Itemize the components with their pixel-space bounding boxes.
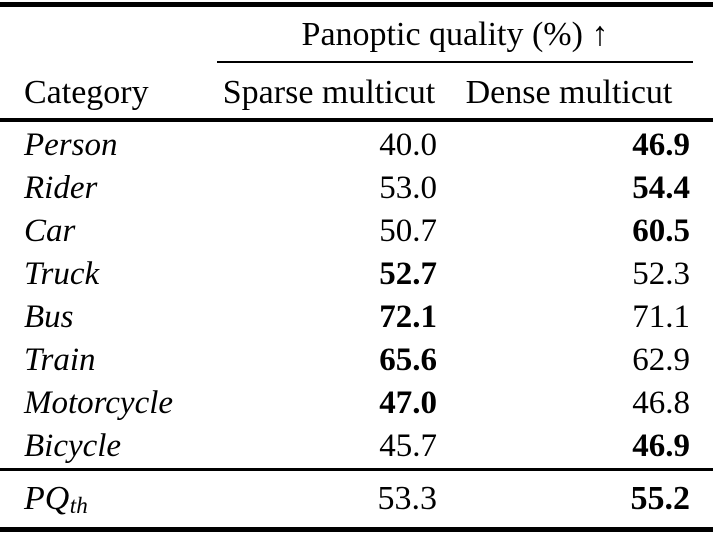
dense-value-cell: 46.8 <box>632 385 690 421</box>
category-cell: Bicycle <box>24 428 122 464</box>
table-row-bicycle: Bicycle 45.7 46.9 <box>0 425 693 468</box>
table-header-row: Category Sparse multicut Dense multicut <box>0 70 693 116</box>
header-bottom-rule <box>0 118 713 122</box>
category-cell: Truck <box>24 256 100 292</box>
pq-label-base: PQ <box>24 480 70 517</box>
table-body: Person 40.0 46.9 Rider 53.0 54.4 Car 50.… <box>0 124 693 468</box>
table-bottom-rule <box>0 527 713 532</box>
footer-label-pq-th: PQth <box>0 480 213 520</box>
category-cell: Motorcycle <box>24 385 174 421</box>
table-row-truck: Truck 52.7 52.3 <box>0 253 693 296</box>
table-row-person: Person 40.0 46.9 <box>0 124 693 167</box>
footer-top-rule <box>0 468 713 471</box>
spanner-underline-rule <box>217 61 693 63</box>
table-row-bus: Bus 72.1 71.1 <box>0 296 693 339</box>
dense-value-cell: 60.5 <box>632 213 690 249</box>
table-top-rule <box>0 2 713 7</box>
category-cell: Bus <box>24 299 74 335</box>
footer-sparse-value-cell: 53.3 <box>377 480 438 517</box>
category-cell: Rider <box>24 170 98 206</box>
dense-value-cell: 71.1 <box>632 299 690 335</box>
category-cell: Person <box>24 127 118 163</box>
sparse-value-cell: 72.1 <box>379 299 437 335</box>
dense-value-cell: 46.9 <box>632 428 690 464</box>
sparse-value-cell: 53.0 <box>379 170 437 206</box>
sparse-value-cell: 40.0 <box>379 127 437 163</box>
spanner-header: Panoptic quality (%) ↑ <box>301 16 609 53</box>
dense-value-cell: 54.4 <box>632 170 690 206</box>
dense-value-cell: 62.9 <box>632 342 690 378</box>
sparse-value-cell: 47.0 <box>379 385 437 421</box>
sparse-value-cell: 45.7 <box>379 428 437 464</box>
table-row-car: Car 50.7 60.5 <box>0 210 693 253</box>
pq-label-subscript: th <box>69 493 88 520</box>
table-row-train: Train 65.6 62.9 <box>0 339 693 382</box>
column-header-sparse-multicut: Sparse multicut <box>222 74 436 111</box>
sparse-value-cell: 50.7 <box>379 213 437 249</box>
category-cell: Car <box>24 213 76 249</box>
table-row-rider: Rider 53.0 54.4 <box>0 167 693 210</box>
category-cell: Train <box>24 342 96 378</box>
column-header-category: Category <box>24 74 149 111</box>
table-footer-row: PQth 53.3 55.2 <box>0 476 693 522</box>
dense-value-cell: 52.3 <box>632 256 690 292</box>
footer-dense-value-cell: 55.2 <box>630 480 691 517</box>
table-row-motorcycle: Motorcycle 47.0 46.8 <box>0 382 693 425</box>
sparse-value-cell: 65.6 <box>379 342 437 378</box>
dense-value-cell: 46.9 <box>632 127 690 163</box>
column-header-dense-multicut: Dense multicut <box>465 74 673 111</box>
sparse-value-cell: 52.7 <box>379 256 437 292</box>
